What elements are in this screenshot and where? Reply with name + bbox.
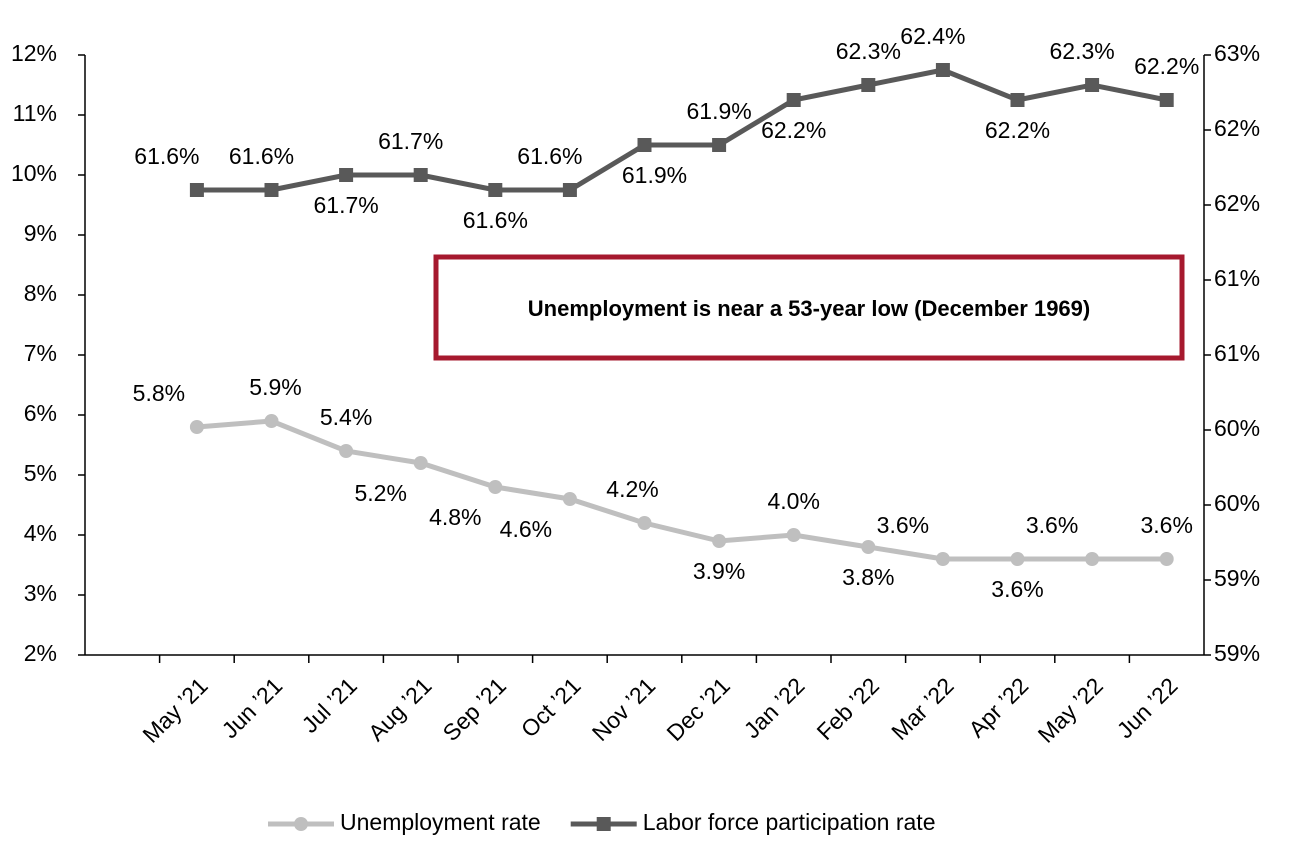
data-label: 3.6% bbox=[1026, 512, 1078, 538]
point bbox=[264, 414, 279, 428]
data-label: 61.6% bbox=[517, 143, 582, 169]
data-label: 4.8% bbox=[429, 504, 481, 530]
legend-label: Labor force participation rate bbox=[643, 809, 936, 835]
y-tick-label: 8% bbox=[24, 280, 57, 306]
x-tick-label: May ’22 bbox=[1033, 672, 1108, 747]
y-tick-label: 4% bbox=[24, 520, 57, 546]
y2-tick-label: 60% bbox=[1214, 415, 1260, 441]
data-label: 3.6% bbox=[991, 576, 1043, 602]
data-label: 62.2% bbox=[985, 117, 1050, 143]
point bbox=[712, 138, 727, 152]
data-label: 3.8% bbox=[842, 564, 894, 590]
y2-tick-label: 60% bbox=[1214, 490, 1260, 516]
data-label: 5.2% bbox=[354, 480, 406, 506]
data-label: 61.7% bbox=[313, 192, 378, 218]
point bbox=[1010, 552, 1025, 566]
x-tick-label: Sep ’21 bbox=[438, 672, 512, 746]
legend-marker bbox=[596, 817, 611, 831]
y2-tick-label: 59% bbox=[1214, 565, 1260, 591]
y2-tick-label: 59% bbox=[1214, 640, 1260, 666]
point bbox=[637, 516, 652, 530]
data-label: 5.9% bbox=[249, 374, 301, 400]
data-label: 62.3% bbox=[1049, 38, 1114, 64]
y-tick-label: 10% bbox=[11, 160, 57, 186]
y2-tick-label: 62% bbox=[1214, 115, 1260, 141]
point bbox=[786, 528, 801, 542]
point bbox=[861, 540, 876, 554]
data-label: 4.0% bbox=[767, 488, 819, 514]
point bbox=[1010, 93, 1025, 107]
data-label: 62.2% bbox=[1134, 53, 1199, 79]
x-tick-label: Oct ’21 bbox=[516, 672, 586, 742]
data-label: 61.7% bbox=[378, 128, 443, 154]
point bbox=[339, 444, 354, 458]
point bbox=[1159, 552, 1174, 566]
point bbox=[712, 534, 727, 548]
annotation-box bbox=[433, 254, 1185, 361]
data-label: 61.9% bbox=[622, 162, 687, 188]
annotation: Unemployment is near a 53-year low (Dece… bbox=[528, 296, 1090, 321]
data-label: 61.9% bbox=[686, 98, 751, 124]
x-tick-label: Jan ’22 bbox=[739, 672, 810, 743]
legend-label: Unemployment rate bbox=[340, 809, 541, 835]
point bbox=[935, 63, 950, 77]
y2-tick-label: 63% bbox=[1214, 40, 1260, 66]
series-line bbox=[196, 418, 1167, 562]
y-tick-label: 11% bbox=[13, 100, 57, 126]
point bbox=[189, 183, 204, 197]
y2-tick-label: 62% bbox=[1214, 190, 1260, 216]
series-line bbox=[196, 67, 1168, 193]
point bbox=[935, 552, 950, 566]
point bbox=[189, 420, 204, 434]
y-tick-label: 2% bbox=[24, 640, 57, 666]
y-tick-label: 5% bbox=[24, 460, 57, 486]
data-label: 61.6% bbox=[463, 207, 528, 233]
y-tick-label: 3% bbox=[24, 580, 57, 606]
data-label: 62.4% bbox=[900, 23, 965, 49]
y-tick-label: 9% bbox=[24, 220, 57, 246]
data-label: 4.6% bbox=[500, 516, 552, 542]
data-label: 62.2% bbox=[761, 117, 826, 143]
legend-marker bbox=[294, 817, 308, 831]
x-tick-label: Aug ’21 bbox=[363, 672, 437, 746]
point bbox=[488, 183, 503, 197]
data-label: 5.8% bbox=[133, 380, 185, 406]
x-tick-label: Nov ’21 bbox=[587, 672, 661, 746]
y2-tick-label: 61% bbox=[1214, 340, 1260, 366]
x-tick-label: Feb ’22 bbox=[812, 672, 885, 745]
x-tick-label: Jun ’21 bbox=[217, 672, 288, 743]
point bbox=[413, 456, 428, 470]
x-tick-label: Mar ’22 bbox=[886, 672, 959, 745]
point bbox=[1159, 93, 1174, 107]
point bbox=[339, 168, 354, 182]
y-tick-label: 12% bbox=[11, 40, 57, 66]
point bbox=[413, 168, 428, 182]
point bbox=[562, 492, 577, 506]
y-tick-label: 7% bbox=[24, 340, 57, 366]
y-tick-label: 6% bbox=[24, 400, 57, 426]
data-label: 5.4% bbox=[320, 404, 372, 430]
point bbox=[1085, 78, 1100, 92]
data-label: 62.3% bbox=[836, 38, 901, 64]
y2-tick-label: 61% bbox=[1214, 265, 1260, 291]
point bbox=[562, 183, 577, 197]
x-tick-label: Jun ’22 bbox=[1112, 672, 1183, 743]
data-label: 3.6% bbox=[877, 512, 929, 538]
point bbox=[861, 78, 876, 92]
data-label: 3.6% bbox=[1140, 512, 1192, 538]
x-tick-label: May ’21 bbox=[137, 672, 212, 747]
point bbox=[637, 138, 652, 152]
data-label: 61.6% bbox=[134, 143, 199, 169]
x-tick-label: Jul ’21 bbox=[297, 672, 362, 737]
x-tick-label: Dec ’21 bbox=[661, 672, 735, 746]
x-tick-label: Apr ’22 bbox=[963, 672, 1033, 742]
point bbox=[1085, 552, 1100, 566]
point bbox=[264, 183, 279, 197]
point bbox=[488, 480, 503, 494]
data-label: 4.2% bbox=[606, 476, 658, 502]
data-label: 61.6% bbox=[229, 143, 294, 169]
data-label: 3.9% bbox=[693, 558, 745, 584]
point bbox=[786, 93, 801, 107]
